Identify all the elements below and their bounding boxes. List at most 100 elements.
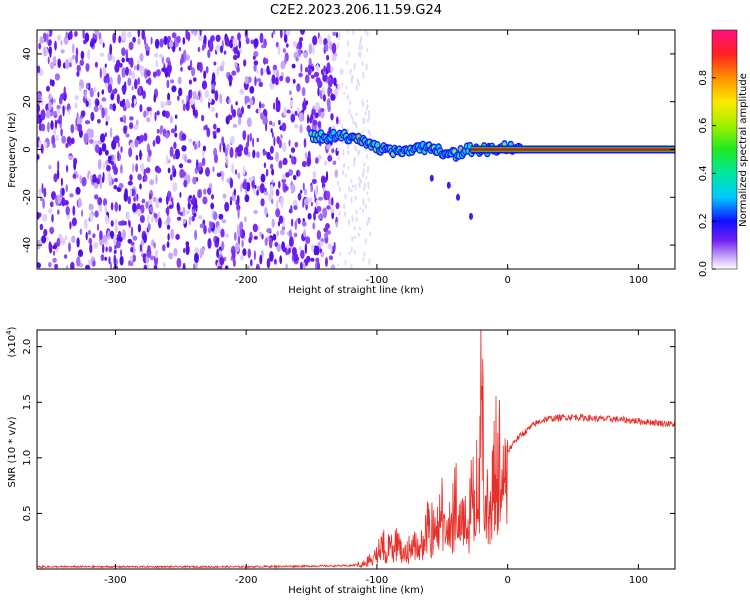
noise-blob bbox=[46, 85, 50, 92]
noise-blob bbox=[293, 232, 298, 238]
noise-blob bbox=[195, 262, 198, 269]
noise-blob bbox=[238, 113, 243, 118]
noise-blob bbox=[188, 79, 192, 85]
noise-blob bbox=[256, 266, 259, 269]
noise-blob bbox=[335, 221, 338, 228]
noise-blob bbox=[54, 73, 61, 81]
noise-blob bbox=[317, 214, 323, 220]
noise-blob bbox=[320, 108, 325, 113]
noise-blob bbox=[69, 57, 73, 63]
noise-blob bbox=[72, 205, 76, 216]
noise-blob bbox=[48, 262, 52, 268]
noise-blob bbox=[244, 95, 247, 105]
noise-blob bbox=[167, 35, 172, 42]
noise-blob bbox=[313, 71, 320, 78]
noise-blob bbox=[108, 256, 111, 265]
noise-blob bbox=[273, 258, 277, 265]
noise-blob bbox=[298, 246, 302, 252]
noise-blob bbox=[329, 41, 333, 50]
noise-blob bbox=[272, 30, 276, 35]
noise-blob bbox=[320, 175, 326, 184]
noise-blob bbox=[199, 248, 203, 259]
noise-blob bbox=[65, 31, 68, 39]
noise-blob bbox=[38, 188, 42, 197]
noise-blob bbox=[345, 85, 348, 90]
noise-blob bbox=[326, 205, 331, 210]
colorbar-frame bbox=[711, 29, 738, 270]
noise-blob bbox=[278, 139, 282, 149]
noise-blob bbox=[41, 235, 47, 244]
noise-blob bbox=[244, 216, 247, 223]
noise-blob bbox=[343, 162, 346, 168]
noise-blob bbox=[303, 198, 310, 205]
noise-blob bbox=[183, 247, 186, 254]
noise-blob bbox=[337, 42, 340, 49]
noise-blob bbox=[139, 183, 142, 190]
noise-blob bbox=[253, 64, 257, 72]
noise-blob bbox=[341, 82, 344, 86]
noise-blob bbox=[191, 209, 195, 214]
noise-blob bbox=[305, 236, 311, 244]
noise-blob bbox=[238, 40, 242, 49]
noise-blob bbox=[235, 101, 238, 106]
signal-peak bbox=[502, 142, 507, 146]
noise-blob bbox=[187, 202, 191, 210]
noise-blob bbox=[79, 228, 83, 235]
noise-blob bbox=[145, 79, 151, 84]
noise-blob bbox=[300, 63, 303, 73]
noise-blob bbox=[358, 176, 361, 182]
noise-blob bbox=[64, 235, 68, 241]
noise-blob bbox=[219, 65, 224, 72]
noise-blob bbox=[105, 159, 109, 166]
noise-blob bbox=[58, 60, 61, 69]
noise-blob bbox=[133, 196, 136, 202]
noise-blob bbox=[211, 194, 214, 200]
noise-blob bbox=[128, 260, 132, 267]
noise-blob bbox=[95, 144, 100, 154]
noise-blob bbox=[168, 204, 173, 209]
noise-blob bbox=[120, 146, 123, 153]
noise-blob bbox=[231, 249, 236, 260]
noise-blob bbox=[263, 190, 269, 196]
noise-blob bbox=[264, 206, 268, 216]
noise-blob bbox=[215, 44, 221, 52]
noise-blob bbox=[56, 104, 61, 110]
noise-blob bbox=[93, 86, 97, 93]
noise-blob bbox=[261, 44, 265, 49]
noise-blob bbox=[110, 202, 114, 211]
noise-blob bbox=[84, 32, 90, 43]
noise-blob bbox=[214, 153, 218, 164]
noise-blob bbox=[128, 41, 134, 51]
noise-blob bbox=[272, 122, 276, 127]
noise-blob bbox=[317, 87, 320, 97]
noise-blob bbox=[304, 67, 309, 73]
noise-blob bbox=[303, 97, 306, 104]
noise-blob bbox=[54, 263, 59, 269]
noise-blob bbox=[304, 152, 308, 159]
noise-blob bbox=[327, 76, 332, 82]
signal-blob-core bbox=[375, 142, 380, 148]
noise-blob bbox=[97, 91, 100, 98]
noise-blob bbox=[124, 220, 127, 226]
noise-blob bbox=[76, 237, 80, 248]
noise-blob bbox=[37, 103, 40, 114]
noise-blob bbox=[358, 182, 361, 187]
noise-blob bbox=[310, 257, 315, 262]
noise-blob bbox=[297, 48, 302, 57]
noise-blob bbox=[109, 105, 113, 110]
noise-blob bbox=[129, 255, 134, 261]
spectrogram-y-label: Frequency (Hz) bbox=[7, 112, 18, 188]
noise-blob bbox=[60, 40, 63, 46]
noise-blob bbox=[190, 59, 193, 69]
noise-blob bbox=[259, 254, 263, 265]
spectrogram-x-label: Height of straight line (km) bbox=[288, 285, 424, 296]
noise-blob bbox=[326, 54, 330, 61]
noise-blob bbox=[175, 40, 178, 46]
noise-blob bbox=[49, 61, 55, 70]
noise-blob bbox=[271, 218, 275, 228]
noise-blob bbox=[52, 250, 56, 256]
noise-blob bbox=[176, 257, 182, 268]
noise-blob bbox=[327, 155, 333, 162]
noise-blob bbox=[256, 137, 260, 143]
